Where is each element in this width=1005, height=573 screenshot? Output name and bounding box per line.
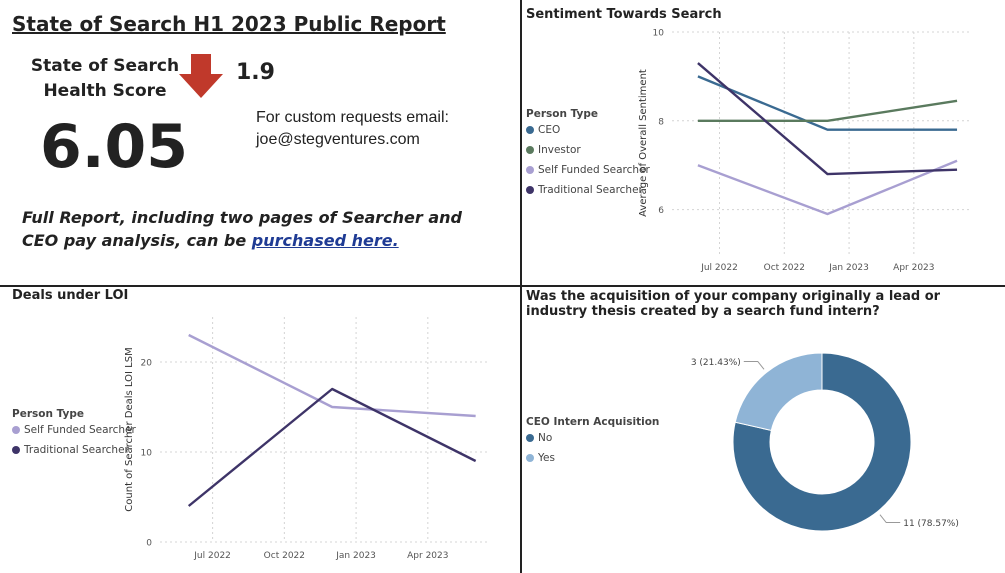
legend-label: Self Funded Searcher (538, 164, 650, 176)
slice-data-label: 11 (78.57%) (903, 519, 959, 529)
deals-series-line[interactable] (187, 387, 477, 507)
legend-marker (526, 186, 534, 194)
deals-series-line[interactable] (188, 333, 476, 418)
slice-data-label: 3 (21.43%) (691, 358, 741, 368)
score-change: 1.9 (236, 60, 275, 85)
sentiment-chart: 6 8 10 Jul 2022 Oct 2022 Jan 2023 Apr 2023 Aver… (638, 29, 970, 273)
purchase-link[interactable]: purchased here. (251, 231, 399, 250)
sentiment-legend-item[interactable]: Self Funded Searcher (526, 160, 650, 180)
y-tick-label: 10 (141, 449, 153, 459)
y-tick-label: 10 (653, 29, 665, 39)
sentiment-legend-item[interactable]: Investor (526, 140, 650, 160)
y-tick-label: 6 (658, 206, 664, 216)
legend-marker (526, 166, 534, 174)
legend-marker (526, 454, 534, 462)
report-title: State of Search H1 2023 Public Report (12, 12, 446, 36)
legend-label: Yes (538, 452, 555, 464)
x-tick-label: Oct 2022 (264, 551, 305, 561)
sentiment-legend-item[interactable]: Traditional Searcher (526, 180, 650, 200)
legend-label: Traditional Searcher (24, 444, 129, 456)
intern-legend-title: CEO Intern Acquisition (526, 416, 660, 428)
deals-chart-title: Deals under LOI (12, 288, 129, 303)
x-tick-label: Jan 2023 (828, 263, 869, 273)
intern-legend-item[interactable]: No (526, 428, 659, 448)
intern-legend: CEO Intern Acquisition No Yes (526, 416, 659, 468)
deals-legend-item[interactable]: Traditional Searcher (12, 440, 136, 460)
donut-slice[interactable] (732, 352, 912, 532)
legend-label: Investor (538, 144, 581, 156)
full-report-text: Full Report, including two pages of Sear… (22, 208, 462, 250)
deals-legend-title: Person Type (12, 408, 84, 420)
legend-label: Traditional Searcher (538, 184, 643, 196)
contact-email: joe@stegventures.com (256, 131, 420, 148)
legend-marker (12, 426, 20, 434)
x-tick-label: Apr 2023 (893, 263, 934, 273)
down-arrow-icon (179, 54, 223, 98)
donut-slice[interactable] (734, 352, 823, 432)
y-tick-label: 8 (658, 117, 664, 127)
legend-label: No (538, 432, 553, 444)
x-tick-label: Oct 2022 (764, 263, 805, 273)
sentiment-series-line[interactable] (697, 62, 958, 176)
slice-leader-line (879, 514, 901, 524)
x-tick-label: Jul 2022 (700, 263, 738, 273)
x-tick-label: Jan 2023 (335, 551, 376, 561)
y-axis-label: Average of Overall Sentiment (638, 69, 649, 217)
deals-legend: Person Type Self Funded Searcher Traditio… (12, 408, 136, 460)
deals-legend-item[interactable]: Self Funded Searcher (12, 420, 136, 440)
legend-marker (526, 434, 534, 442)
sentiment-series-line[interactable] (697, 75, 958, 131)
intern-donut-chart: 11 (78.57%) 3 (21.43%) (691, 352, 959, 532)
sentiment-legend-item[interactable]: CEO (526, 120, 650, 140)
health-score-value: 6.05 (40, 112, 189, 182)
slice-leader-line (743, 360, 765, 370)
custom-request-line: For custom requests email: (256, 109, 449, 126)
deals-chart: 0 10 20 Jul 2022 Oct 2022 Jan 2023 Apr 2023 Cou… (124, 317, 490, 561)
full-report-note: Full Report, including two pages of Sear… (22, 206, 502, 252)
sentiment-chart-title: Sentiment Towards Search (526, 7, 722, 22)
custom-request-note: For custom requests email: joe@stegventu… (256, 107, 449, 151)
sentiment-legend: Person Type CEO Investor Self Funded Searc… (526, 108, 650, 200)
legend-label: Self Funded Searcher (24, 424, 136, 436)
y-tick-label: 0 (146, 539, 152, 549)
sentiment-series-line[interactable] (697, 159, 958, 216)
sentiment-legend-title: Person Type (526, 108, 598, 120)
y-axis-label: Count of Searcher Deals LOI LSM (124, 347, 135, 511)
intern-legend-item[interactable]: Yes (526, 448, 659, 468)
y-tick-label: 20 (141, 359, 153, 369)
legend-marker (12, 446, 20, 454)
legend-marker (526, 146, 534, 154)
legend-label: CEO (538, 124, 561, 136)
legend-marker (526, 126, 534, 134)
x-tick-label: Jul 2022 (193, 551, 231, 561)
intern-chart-title: Was the acquisition of your company orig… (526, 289, 941, 319)
x-tick-label: Apr 2023 (407, 551, 448, 561)
health-score-label: State of Search Health Score (30, 56, 180, 101)
horizontal-divider (0, 285, 1005, 287)
sentiment-series-line[interactable] (697, 99, 958, 123)
